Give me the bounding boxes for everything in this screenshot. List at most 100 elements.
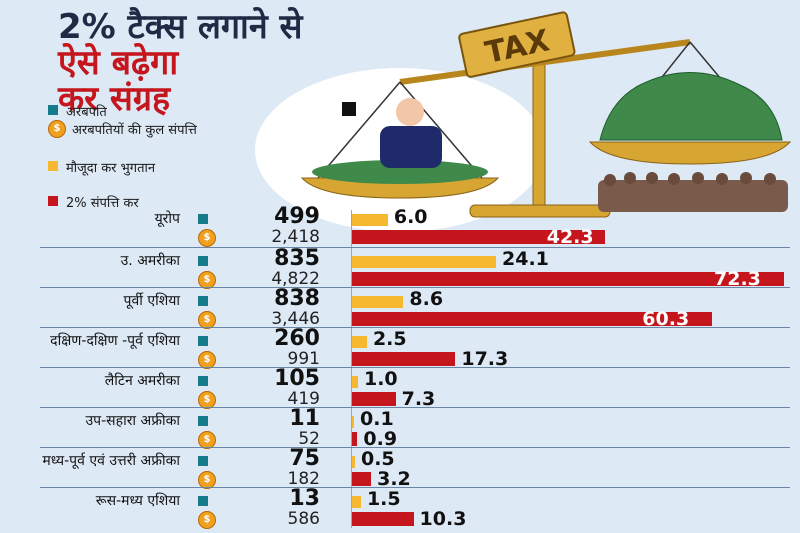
wealth-tax-bar	[352, 272, 784, 286]
wealth-tax-value-label: 3.2	[377, 468, 411, 490]
row-separator	[40, 247, 790, 248]
title-line-1: 2% टैक्स लगाने से	[58, 7, 303, 47]
tax-sign: TAX	[458, 11, 576, 78]
legend-label: मौजूदा कर भुगतान	[66, 161, 156, 176]
billionaire-count-icon	[198, 256, 208, 266]
billionaire-count-icon	[198, 456, 208, 466]
total-wealth: 419	[287, 389, 320, 409]
rich-man-body	[380, 126, 442, 168]
square-icon	[48, 105, 58, 115]
region-label: यूरोप	[154, 211, 180, 227]
row-separator	[40, 367, 790, 368]
money-pile-small	[312, 160, 488, 184]
billionaire-count: 838	[274, 286, 320, 311]
row-separator	[40, 447, 790, 448]
coin-icon: $	[198, 471, 216, 489]
row-separator	[40, 407, 790, 408]
legend-item-total-wealth: $ अरबपतियों की कुल संपत्ति	[48, 120, 218, 138]
wealth-tax-value-label: 7.3	[401, 388, 436, 410]
rich-man-head	[396, 98, 424, 126]
scale-base	[469, 204, 611, 218]
crowd-illustration	[598, 172, 788, 212]
current-tax-value-label: 0.5	[360, 448, 395, 470]
total-wealth: 586	[287, 509, 320, 529]
row-separator	[40, 487, 790, 488]
coin-icon: $	[198, 271, 216, 289]
current-tax-value-label: 6.0	[393, 206, 428, 228]
wealth-tax-value-label: 17.3	[461, 348, 509, 370]
wealth-tax-bar	[352, 472, 372, 486]
coin-icon: $	[198, 391, 216, 409]
legend-item-wealth-tax: 2% संपत्ति कर	[48, 193, 139, 211]
current-tax-bar	[352, 496, 361, 508]
title-line-3: कर संग्रह	[58, 79, 171, 119]
wealth-tax-value-label: 0.9	[363, 428, 398, 450]
current-tax-value-label: 24.1	[502, 248, 549, 270]
billionaire-count: 105	[274, 366, 320, 391]
region-label: पूर्वी एशिया	[123, 293, 180, 309]
billionaire-count-icon	[198, 214, 208, 224]
billionaire-count-icon	[198, 416, 208, 426]
wealth-tax-bar	[352, 432, 358, 446]
coin-icon: $	[198, 351, 216, 369]
square-icon	[48, 161, 58, 171]
total-wealth: 3,446	[271, 309, 320, 329]
coin-icon: $	[198, 511, 216, 529]
billionaire-count-icon	[198, 296, 208, 306]
square-icon	[48, 196, 58, 206]
billionaire-count: 835	[274, 246, 320, 271]
current-tax-bar	[352, 416, 354, 428]
wealth-tax-bar	[352, 392, 396, 406]
scale-pillar	[532, 59, 546, 211]
current-tax-value-label: 2.5	[372, 328, 407, 350]
current-tax-value-label: 1.5	[366, 488, 401, 510]
current-tax-bar	[352, 456, 355, 468]
region-label: लैटिन अमरीका	[104, 373, 180, 389]
region-label: मध्य-पूर्व एवं उत्तरी अफ्रीका	[42, 453, 180, 469]
billionaire-count: 75	[289, 446, 320, 471]
legend-label: अरबपति	[66, 105, 107, 120]
coin-icon: $	[198, 229, 216, 247]
region-label: उप-सहारा अफ्रीका	[85, 413, 181, 429]
bar-baseline	[351, 210, 352, 528]
current-tax-bar	[352, 256, 496, 268]
wealth-tax-value-label: 60.3	[642, 308, 690, 330]
billionaire-count: 11	[289, 406, 320, 431]
wealth-tax-bar	[352, 512, 414, 526]
row-separator	[40, 327, 790, 328]
wealth-tax-value-label: 10.3	[419, 508, 467, 530]
row-separator	[40, 287, 790, 288]
coin-icon: $	[198, 431, 216, 449]
left-pan	[300, 177, 500, 199]
current-tax-value-label: 8.6	[409, 288, 444, 310]
current-tax-value-label: 1.0	[363, 368, 398, 390]
region-label: उ. अमरीका	[120, 253, 180, 269]
coin-icon: $	[198, 311, 216, 329]
legend-item-billionaires: अरबपति	[48, 102, 107, 120]
billionaire-count: 13	[289, 486, 320, 511]
rich-man-hat	[342, 102, 356, 116]
wealth-tax-bar	[352, 312, 713, 326]
right-pan	[588, 141, 792, 165]
legend-item-current-tax: मौजूदा कर भुगतान	[48, 158, 218, 176]
region-label: रूस-मध्य एशिया	[95, 493, 180, 509]
billionaire-count-icon	[198, 376, 208, 386]
wealth-tax-value-label: 72.3	[714, 268, 761, 290]
region-label: दक्षिण-दक्षिण -पूर्व एशिया	[50, 333, 180, 349]
legend-label: अरबपतियों की कुल संपत्ति	[72, 123, 197, 138]
billionaire-count-icon	[198, 496, 208, 506]
coin-icon: $	[48, 120, 66, 138]
total-wealth: 4,822	[271, 269, 320, 289]
current-tax-bar	[352, 214, 388, 226]
current-tax-bar	[352, 296, 404, 308]
current-tax-bar	[352, 336, 367, 348]
total-wealth: 2,418	[271, 227, 320, 247]
total-wealth: 991	[287, 349, 320, 369]
billionaire-count: 499	[274, 204, 320, 229]
wealth-tax-bar	[352, 230, 605, 244]
legend-label: 2% संपत्ति कर	[66, 196, 139, 211]
wealth-tax-bar	[352, 352, 456, 366]
money-pile-large	[599, 72, 783, 141]
